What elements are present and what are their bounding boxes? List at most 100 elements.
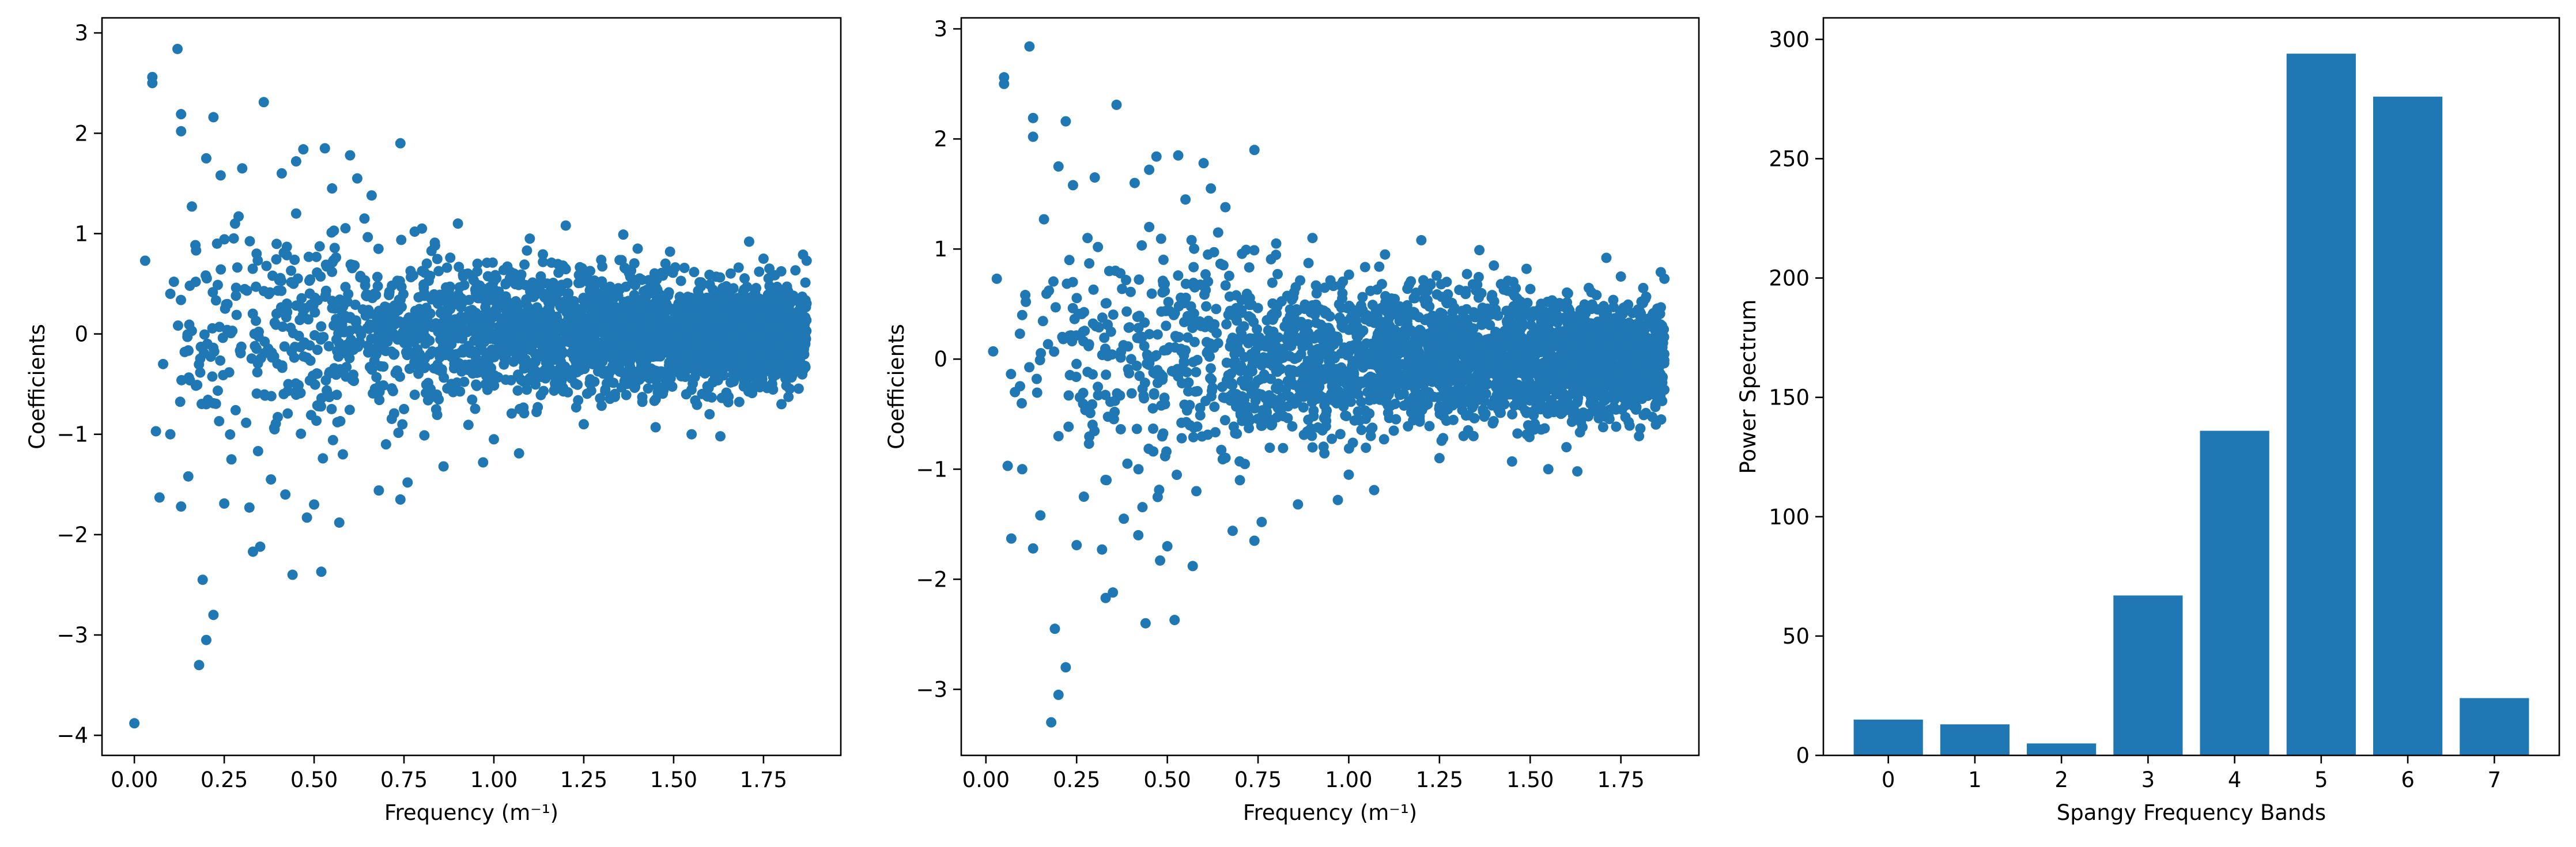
data-point [1247,361,1257,372]
data-point [1273,378,1284,389]
data-point [1523,420,1533,431]
data-point [327,434,338,445]
data-point [503,314,513,325]
data-point [1252,324,1263,335]
data-point [760,315,771,326]
data-point [228,233,239,244]
data-point [1608,402,1619,413]
data-point [373,485,384,496]
data-point [339,312,350,323]
data-point [488,434,499,445]
data-point [255,353,266,364]
data-point [763,273,774,284]
data-point [709,299,720,310]
data-point [165,288,176,299]
data-point [584,266,595,277]
data-point [1244,423,1255,434]
data-point [289,352,300,363]
data-point [296,293,307,304]
data-point [538,256,549,267]
data-point [698,351,709,362]
data-point [565,323,576,334]
data-point [1346,396,1357,407]
data-point [1097,350,1108,361]
data-point [475,329,486,340]
data-point [1463,384,1474,395]
data-point [1493,310,1504,321]
data-point [1461,269,1472,279]
data-point [725,377,736,388]
data-point [1356,425,1367,436]
data-point [739,375,750,386]
data-point [348,345,359,356]
data-point [270,319,281,330]
data-point [1258,352,1269,363]
data-point [1637,297,1648,308]
data-point [395,494,406,505]
data-point [518,376,529,387]
data-point [1487,400,1498,411]
data-point [687,299,698,310]
data-point [231,282,241,293]
data-point [1221,319,1232,330]
data-point [441,297,452,308]
data-point [593,327,604,338]
data-point [481,354,492,365]
data-point [575,308,586,319]
data-point [207,323,218,334]
data-point [623,296,634,307]
data-point [323,341,334,351]
data-point [1419,286,1430,297]
data-point [441,262,452,273]
data-point [1507,325,1518,336]
data-point [1302,358,1313,369]
data-point [1238,321,1249,332]
data-point [211,238,222,249]
data-point [1148,367,1159,378]
data-point [1223,270,1234,281]
data-point [686,429,697,440]
data-point [312,345,323,356]
data-point [381,316,392,327]
data-point [1369,394,1380,404]
data-point [1306,430,1317,441]
data-point [374,386,385,397]
data-point [352,173,362,184]
data-point [533,331,544,342]
data-point [702,381,713,392]
data-point [433,266,444,277]
data-point [769,335,780,346]
data-point [266,474,277,485]
data-point [470,403,481,414]
data-point [1282,413,1293,423]
data-point [794,294,804,305]
data-point [1359,405,1370,416]
data-point [432,410,443,421]
data-point [473,293,484,304]
data-point [357,304,368,315]
data-point [417,223,428,234]
data-point [241,417,252,428]
data-point [531,322,542,332]
data-point [220,303,231,314]
data-point [1032,387,1043,398]
data-point [439,372,450,383]
data-point [586,307,597,318]
data-point [1216,444,1227,455]
data-point [1264,443,1275,453]
data-point [765,357,776,368]
x-tick-label: 1.00 [470,767,518,792]
data-point [419,288,430,298]
data-point [303,314,313,325]
data-point [1181,417,1192,428]
data-point [436,307,447,318]
data-point [154,492,165,503]
data-point [600,384,611,395]
y-tick-label: −1 [56,422,88,447]
data-point [736,361,747,372]
data-point [1565,400,1576,411]
data-point [715,272,726,283]
data-point [1063,421,1074,432]
data-point [625,271,636,282]
data-point [565,300,576,311]
